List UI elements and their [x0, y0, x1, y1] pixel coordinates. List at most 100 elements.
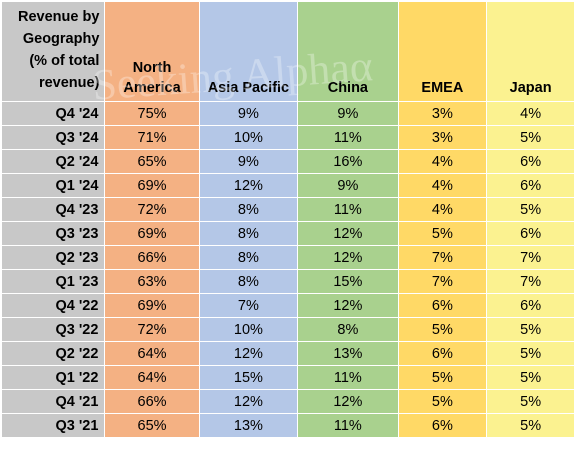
cell-north-america: 65% — [104, 413, 200, 438]
cell-asia-pacific: 13% — [198, 413, 299, 438]
table-row: Q3 '22 72% 10% 8% 5% 5% — [0, 317, 575, 342]
cell-north-america: 75% — [104, 101, 200, 126]
column-header-north-america: North America — [104, 1, 200, 102]
cell-china: 12% — [297, 221, 399, 246]
row-label: Q3 '21 — [0, 413, 106, 438]
row-label: Q4 '22 — [0, 293, 106, 318]
cell-emea: 5% — [397, 317, 488, 342]
cell-japan: 7% — [486, 269, 575, 294]
table-row: Q2 '23 66% 8% 12% 7% 7% — [0, 245, 575, 270]
cell-emea: 5% — [397, 365, 488, 390]
row-label: Q3 '23 — [0, 221, 106, 246]
cell-emea: 4% — [397, 197, 488, 222]
column-header-asia-pacific: Asia Pacific — [198, 1, 299, 102]
cell-china: 11% — [297, 125, 399, 150]
header-row: Revenue by Geography (% of total revenue… — [0, 1, 575, 102]
cell-china: 8% — [297, 317, 399, 342]
cell-asia-pacific: 10% — [198, 317, 299, 342]
cell-asia-pacific: 9% — [198, 149, 299, 174]
cell-japan: 5% — [486, 341, 575, 366]
cell-north-america: 63% — [104, 269, 200, 294]
cell-emea: 5% — [397, 389, 488, 414]
cell-emea: 6% — [397, 341, 488, 366]
cell-emea: 4% — [397, 173, 488, 198]
cell-japan: 6% — [486, 149, 575, 174]
table-row: Q4 '21 66% 12% 12% 5% 5% — [0, 389, 575, 414]
cell-japan: 5% — [486, 389, 575, 414]
row-label: Q4 '24 — [0, 101, 106, 126]
cell-japan: 7% — [486, 245, 575, 270]
table-row: Q3 '24 71% 10% 11% 3% 5% — [0, 125, 575, 150]
row-label: Q2 '24 — [0, 149, 106, 174]
cell-asia-pacific: 10% — [198, 125, 299, 150]
row-label: Q3 '24 — [0, 125, 106, 150]
row-label: Q2 '22 — [0, 341, 106, 366]
table-row: Q1 '22 64% 15% 11% 5% 5% — [0, 365, 575, 390]
table-row: Q4 '24 75% 9% 9% 3% 4% — [0, 101, 575, 126]
cell-asia-pacific: 9% — [198, 101, 299, 126]
cell-emea: 3% — [397, 125, 488, 150]
cell-north-america: 71% — [104, 125, 200, 150]
cell-emea: 5% — [397, 221, 488, 246]
cell-emea: 4% — [397, 149, 488, 174]
row-label: Q1 '24 — [0, 173, 106, 198]
cell-north-america: 72% — [104, 317, 200, 342]
table-body: Q4 '24 75% 9% 9% 3% 4% Q3 '24 71% 10% 11% 3% 5% Q2 '… — [0, 101, 575, 438]
cell-emea: 7% — [397, 269, 488, 294]
cell-asia-pacific: 12% — [198, 341, 299, 366]
cell-china: 9% — [297, 173, 399, 198]
cell-asia-pacific: 8% — [198, 269, 299, 294]
cell-china: 9% — [297, 101, 399, 126]
row-label: Q1 '23 — [0, 269, 106, 294]
cell-emea: 6% — [397, 413, 488, 438]
cell-japan: 6% — [486, 293, 575, 318]
table-row: Q2 '24 65% 9% 16% 4% 6% — [0, 149, 575, 174]
cell-japan: 6% — [486, 221, 575, 246]
cell-asia-pacific: 8% — [198, 221, 299, 246]
cell-japan: 5% — [486, 125, 575, 150]
table-row: Q4 '22 69% 7% 12% 6% 6% — [0, 293, 575, 318]
cell-japan: 5% — [486, 197, 575, 222]
cell-asia-pacific: 8% — [198, 197, 299, 222]
cell-china: 11% — [297, 413, 399, 438]
column-header-emea: EMEA — [397, 1, 488, 102]
column-header-japan: Japan — [486, 1, 575, 102]
cell-north-america: 72% — [104, 197, 200, 222]
cell-china: 12% — [297, 245, 399, 270]
cell-china: 11% — [297, 365, 399, 390]
cell-emea: 7% — [397, 245, 488, 270]
revenue-geography-table: Revenue by Geography (% of total revenue… — [0, 1, 575, 438]
cell-china: 11% — [297, 197, 399, 222]
cell-china: 12% — [297, 293, 399, 318]
row-header-cell: Revenue by Geography (% of total revenue… — [0, 1, 106, 102]
cell-north-america: 64% — [104, 341, 200, 366]
table-row: Q1 '23 63% 8% 15% 7% 7% — [0, 269, 575, 294]
cell-china: 16% — [297, 149, 399, 174]
row-label: Q4 '21 — [0, 389, 106, 414]
cell-asia-pacific: 7% — [198, 293, 299, 318]
cell-japan: 5% — [486, 317, 575, 342]
cell-north-america: 66% — [104, 245, 200, 270]
table-row: Q1 '24 69% 12% 9% 4% 6% — [0, 173, 575, 198]
cell-china: 13% — [297, 341, 399, 366]
cell-japan: 4% — [486, 101, 575, 126]
cell-north-america: 69% — [104, 173, 200, 198]
row-label: Q4 '23 — [0, 197, 106, 222]
cell-north-america: 69% — [104, 221, 200, 246]
cell-asia-pacific: 12% — [198, 389, 299, 414]
table-row: Q3 '23 69% 8% 12% 5% 6% — [0, 221, 575, 246]
table-row: Q2 '22 64% 12% 13% 6% 5% — [0, 341, 575, 366]
cell-north-america: 66% — [104, 389, 200, 414]
table-row: Q3 '21 65% 13% 11% 6% 5% — [0, 413, 575, 438]
cell-asia-pacific: 12% — [198, 173, 299, 198]
cell-asia-pacific: 15% — [198, 365, 299, 390]
cell-japan: 5% — [486, 413, 575, 438]
table-row: Q4 '23 72% 8% 11% 4% 5% — [0, 197, 575, 222]
cell-north-america: 64% — [104, 365, 200, 390]
cell-china: 15% — [297, 269, 399, 294]
cell-north-america: 65% — [104, 149, 200, 174]
cell-emea: 6% — [397, 293, 488, 318]
row-label: Q3 '22 — [0, 317, 106, 342]
cell-north-america: 69% — [104, 293, 200, 318]
cell-asia-pacific: 8% — [198, 245, 299, 270]
